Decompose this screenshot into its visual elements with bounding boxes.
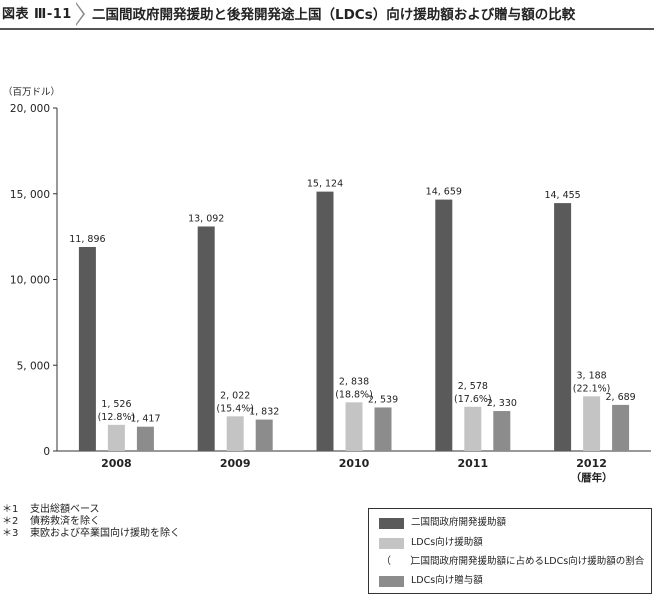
y-tick-label: 20, 000 bbox=[10, 103, 50, 115]
bar-ldc-grant bbox=[612, 404, 630, 451]
legend-swatch bbox=[379, 518, 404, 529]
y-tick-label: 0 bbox=[43, 446, 50, 458]
bar-oda bbox=[197, 226, 215, 451]
y-unit-label: （百万ドル） bbox=[3, 86, 60, 98]
data-label: 1, 832 bbox=[249, 407, 279, 418]
bar-ldc-aid bbox=[345, 402, 363, 451]
footnote-text: 支出総額ベース bbox=[30, 504, 100, 515]
data-label: 2, 330 bbox=[487, 398, 517, 409]
footnote-text: 債務救済を除く bbox=[30, 516, 100, 527]
bar-ldc-aid bbox=[583, 396, 601, 451]
share-label: (18.8%) bbox=[335, 389, 373, 400]
data-label: 14, 659 bbox=[426, 187, 462, 198]
legend-paren-mark: （ ） bbox=[381, 556, 429, 567]
chart-legend: 二国間政府開発援助額 LDCs向け援助額 （ ） 二国間政府開発援助額に占めるL… bbox=[368, 508, 652, 594]
legend-label: LDCs向け援助額 bbox=[411, 537, 483, 548]
legend-swatch bbox=[379, 576, 404, 587]
data-label: 2, 539 bbox=[368, 394, 398, 405]
x-tick-label: 2010 bbox=[339, 457, 370, 470]
data-label: 2, 689 bbox=[605, 392, 635, 403]
bar-ldc-aid bbox=[226, 416, 244, 451]
data-label: 2, 578 bbox=[458, 381, 488, 392]
x-tick-label: 2008 bbox=[101, 457, 132, 470]
bar-oda bbox=[78, 246, 96, 451]
legend-swatch bbox=[379, 538, 404, 549]
x-tick-suffix: （暦年） bbox=[571, 471, 613, 484]
footnote-mark: ＊1 bbox=[2, 504, 19, 515]
header-rule bbox=[0, 28, 654, 30]
footnote-mark: ＊3 bbox=[2, 528, 19, 539]
data-label: 2, 838 bbox=[339, 376, 369, 387]
data-label: 1, 526 bbox=[101, 399, 131, 410]
legend-label: LDCs向け贈与額 bbox=[411, 575, 483, 586]
figure-title: 二国間政府開発援助と後発開発途上国（LDCs）向け援助額および贈与額の比較 bbox=[92, 7, 576, 23]
footnote-3: ＊3 東欧および卒業国向け援助を除く bbox=[2, 528, 180, 540]
bar-ldc-aid bbox=[464, 406, 482, 451]
footnotes: ＊1 支出総額ベース ＊2 債務救済を除く ＊3 東欧および卒業国向け援助を除く bbox=[2, 504, 180, 540]
figure-header: 図表 Ⅲ-11 二国間政府開発援助と後発開発途上国（LDCs）向け援助額および贈… bbox=[0, 0, 654, 30]
bar-ldc-grant bbox=[136, 426, 154, 451]
legend-label: 二国間政府開発援助額 bbox=[411, 517, 507, 528]
data-label: 15, 124 bbox=[307, 179, 343, 190]
data-label: 11, 896 bbox=[69, 234, 105, 245]
share-label: (22.1%) bbox=[573, 383, 611, 394]
share-label: (15.4%) bbox=[216, 403, 254, 414]
bar-ldc-grant bbox=[374, 407, 392, 451]
share-label: (12.8%) bbox=[98, 412, 136, 423]
bar-ldc-aid bbox=[107, 424, 125, 451]
y-tick-label: 5, 000 bbox=[17, 360, 50, 372]
footnote-mark: ＊2 bbox=[2, 516, 19, 527]
bar-oda bbox=[316, 191, 334, 451]
bar-chart: （百万ドル） 0 5, 000 10, 000 15, 000 20, 000 11, 89… bbox=[3, 86, 651, 484]
footnote-2: ＊2 債務救済を除く bbox=[2, 516, 180, 528]
bar-oda bbox=[554, 203, 572, 451]
data-label: 14, 455 bbox=[544, 190, 580, 201]
bar-ldc-grant bbox=[493, 411, 511, 451]
figure-number: 図表 Ⅲ-11 bbox=[2, 7, 72, 22]
y-tick-label: 10, 000 bbox=[10, 275, 50, 287]
footnote-text: 東欧および卒業国向け援助を除く bbox=[30, 528, 180, 539]
x-tick-label: 2012 bbox=[576, 457, 607, 470]
x-tick-label: 2011 bbox=[457, 457, 488, 470]
share-label: (17.6%) bbox=[454, 394, 492, 405]
data-label: 1, 417 bbox=[130, 414, 160, 425]
bar-ldc-grant bbox=[255, 419, 273, 451]
data-label: 2, 022 bbox=[220, 390, 250, 401]
title-arrow-inner bbox=[76, 4, 83, 24]
y-tick-label: 15, 000 bbox=[10, 189, 50, 201]
footnote-1: ＊1 支出総額ベース bbox=[2, 504, 180, 516]
bar-oda bbox=[435, 199, 453, 451]
legend-label: 二国間政府開発援助額に占めるLDCs向け援助額の割合 bbox=[411, 556, 645, 567]
data-label: 3, 188 bbox=[576, 370, 606, 381]
x-tick-label: 2009 bbox=[220, 457, 251, 470]
data-label: 13, 092 bbox=[188, 213, 224, 224]
